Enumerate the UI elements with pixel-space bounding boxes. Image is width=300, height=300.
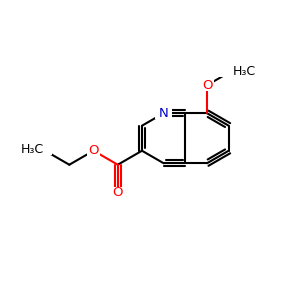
Text: H₃C: H₃C — [233, 65, 256, 78]
FancyBboxPatch shape — [200, 79, 214, 91]
FancyBboxPatch shape — [87, 145, 100, 157]
Text: O: O — [202, 79, 212, 92]
FancyBboxPatch shape — [220, 65, 246, 77]
FancyBboxPatch shape — [35, 144, 52, 155]
Text: O: O — [112, 186, 123, 199]
FancyBboxPatch shape — [111, 187, 124, 199]
FancyBboxPatch shape — [155, 107, 172, 119]
Text: N: N — [159, 107, 169, 120]
Text: H₃C: H₃C — [20, 143, 44, 156]
Text: O: O — [88, 144, 99, 157]
